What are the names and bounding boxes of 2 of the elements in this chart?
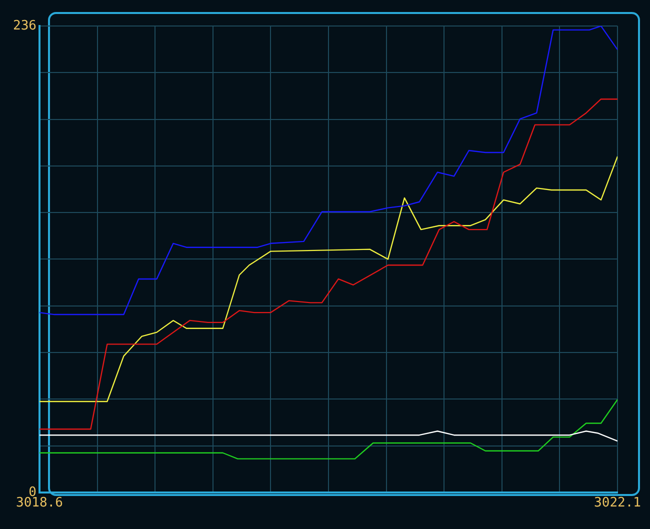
y-tick-label: 236 [12, 18, 36, 34]
x-tick-label: 3022.1 [594, 496, 642, 511]
